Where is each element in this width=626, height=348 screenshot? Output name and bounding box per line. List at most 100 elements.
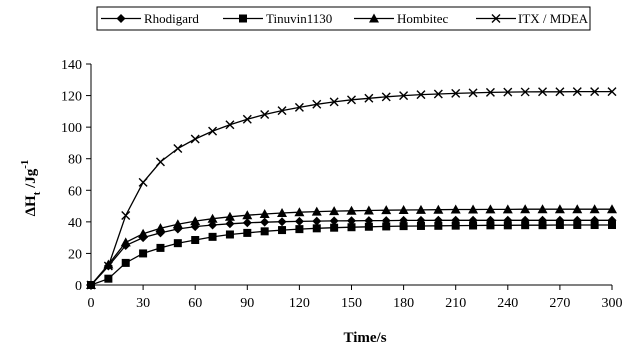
- y-axis-title-sub: t: [31, 191, 43, 195]
- series-4: [86, 87, 617, 290]
- x-tick-label: 180: [393, 296, 414, 311]
- series-line: [90, 224, 612, 286]
- data-point: [155, 223, 166, 233]
- data-point: [399, 91, 409, 101]
- data-point: [225, 219, 235, 229]
- data-point: [208, 232, 217, 241]
- y-tick-label: 0: [75, 279, 82, 294]
- data-point: [156, 243, 165, 252]
- x-tick-label: 240: [497, 296, 518, 311]
- y-tick-label: 80: [68, 153, 82, 168]
- data-point: [573, 221, 582, 230]
- data-point: [520, 204, 531, 214]
- data-point: [502, 204, 513, 214]
- data-point: [190, 216, 201, 226]
- data-point: [242, 210, 253, 220]
- y-axis-title: ΔHt /Jg-1: [19, 160, 43, 217]
- data-point: [120, 237, 131, 247]
- data-point: [225, 230, 234, 239]
- data-point: [277, 208, 288, 218]
- legend-marker: [239, 14, 247, 23]
- data-point: [190, 134, 200, 144]
- data-point: [225, 120, 235, 130]
- data-point: [347, 95, 356, 105]
- x-tick-label: 120: [289, 296, 310, 311]
- data-point: [451, 221, 460, 230]
- data-point: [121, 211, 131, 221]
- data-point: [155, 157, 165, 167]
- data-point: [208, 220, 218, 230]
- data-point: [277, 106, 287, 116]
- data-point: [208, 126, 218, 136]
- data-point: [608, 221, 616, 230]
- data-point: [138, 228, 149, 238]
- legend-label: Tinuvin1130: [266, 11, 332, 26]
- data-point: [103, 259, 114, 269]
- data-point: [398, 205, 409, 215]
- x-tick-label: 0: [88, 296, 95, 311]
- data-point: [537, 204, 548, 214]
- data-point: [607, 87, 617, 97]
- data-point: [138, 177, 148, 187]
- data-point: [503, 87, 513, 97]
- data-point: [555, 87, 565, 97]
- y-tick-label: 140: [61, 58, 82, 73]
- y-tick-label: 60: [68, 184, 82, 199]
- data-point: [381, 92, 391, 102]
- legend-label: Hombitec: [397, 11, 448, 26]
- data-point: [294, 102, 304, 112]
- data-point: [468, 204, 479, 214]
- data-point: [260, 110, 270, 120]
- data-point: [451, 88, 461, 98]
- legend: Rhodigard Tinuvin1130 Hombitec ITX / MDEA: [96, 6, 591, 31]
- data-point: [103, 261, 113, 271]
- data-point: [294, 216, 304, 226]
- series-layer: [86, 87, 617, 290]
- x-tick-label: 60: [188, 296, 202, 311]
- y-axis-title-sup: -1: [19, 160, 31, 169]
- data-point: [590, 87, 600, 97]
- data-point: [363, 205, 374, 215]
- data-point: [607, 204, 617, 214]
- data-point: [329, 97, 339, 107]
- data-point: [433, 89, 443, 99]
- data-point: [468, 88, 478, 98]
- data-point: [589, 204, 600, 214]
- legend-marker: [491, 14, 501, 23]
- y-tick-label: 120: [61, 90, 82, 105]
- data-point: [243, 228, 252, 237]
- x-axis-title: Time/s: [343, 330, 386, 346]
- data-point: [278, 226, 287, 235]
- legend-box: [96, 6, 591, 31]
- axes: 0 20 40 60 80 100 120 140 0 30 60 90 120 150 180 210 240…: [61, 58, 623, 311]
- data-point: [486, 221, 495, 230]
- data-point: [364, 222, 373, 231]
- data-point: [207, 213, 218, 223]
- series-line: [90, 90, 612, 286]
- data-point: [503, 221, 512, 230]
- data-point: [312, 216, 322, 226]
- data-point: [312, 99, 322, 109]
- data-point: [172, 219, 183, 229]
- data-point: [555, 221, 564, 230]
- data-point: [139, 249, 148, 258]
- data-point: [364, 93, 374, 103]
- data-point: [224, 211, 235, 221]
- x-tick-label: 300: [602, 296, 623, 311]
- data-point: [433, 204, 444, 214]
- data-point: [572, 204, 583, 214]
- data-point: [590, 221, 599, 230]
- x-tick-label: 270: [549, 296, 570, 311]
- data-point: [173, 239, 182, 248]
- data-point: [294, 207, 305, 217]
- data-point: [538, 221, 547, 230]
- data-point: [311, 206, 322, 216]
- data-point: [277, 217, 287, 227]
- data-point: [329, 216, 339, 226]
- y-tick-label: 40: [68, 216, 82, 231]
- data-point: [330, 223, 339, 232]
- data-point: [295, 225, 304, 234]
- data-point: [554, 204, 565, 214]
- data-point: [399, 222, 408, 231]
- data-point: [329, 206, 340, 216]
